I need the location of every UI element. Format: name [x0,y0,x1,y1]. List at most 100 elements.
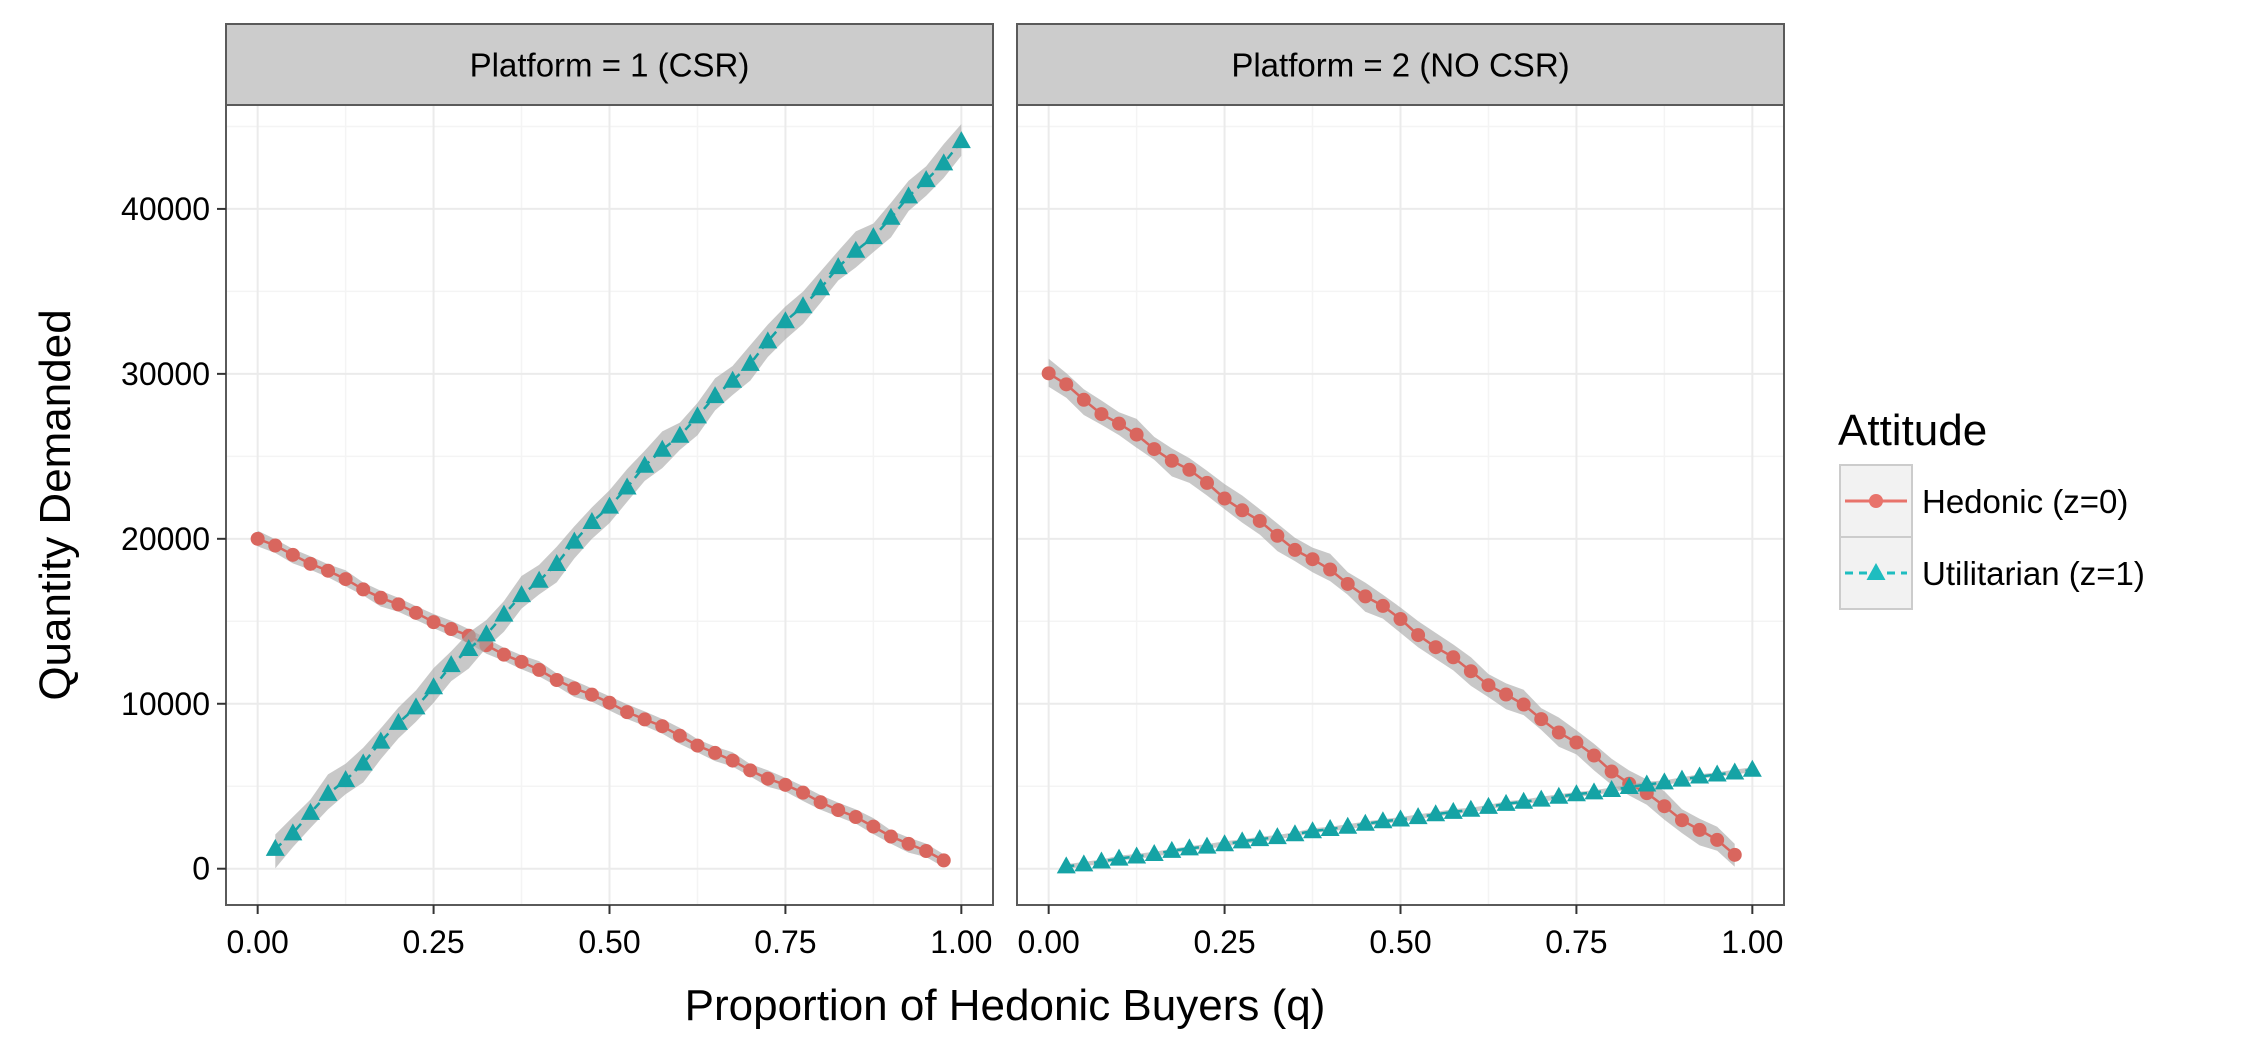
data-point-utilitarian [1162,840,1182,858]
data-point-utilitarian [1602,780,1622,798]
x-tick-label: 0.75 [754,924,816,960]
data-point-utilitarian [1373,811,1393,829]
data-point-hedonic [391,597,406,612]
strip-label: Platform = 1 (CSR) [470,47,750,84]
data-point-utilitarian [1584,782,1604,800]
data-point-utilitarian [1690,766,1710,784]
data-point-hedonic [285,547,300,562]
data-point-hedonic [743,763,758,778]
y-axis-title: Quantity Demanded [31,309,80,700]
data-point-utilitarian [916,170,936,188]
data-point-hedonic [1059,377,1074,392]
data-point-hedonic [584,687,599,702]
data-point-hedonic [444,622,459,637]
data-point-utilitarian [758,331,778,349]
data-point-utilitarian [1443,801,1463,819]
data-point-utilitarian [1074,854,1094,872]
data-point-utilitarian [1672,769,1692,787]
data-point-utilitarian [1197,836,1217,854]
data-point-hedonic [426,615,441,630]
data-point-hedonic [1129,427,1144,442]
data-point-hedonic [1481,678,1496,693]
x-tick-label: 1.00 [930,924,992,960]
y-tick-label: 10000 [121,686,210,722]
data-point-hedonic [1727,847,1742,862]
data-point-utilitarian [353,753,373,771]
data-point-utilitarian [1531,789,1551,807]
data-point-utilitarian [1637,774,1657,792]
data-point-utilitarian [1303,821,1323,839]
data-point-hedonic [567,681,582,696]
data-point-utilitarian [1109,848,1129,866]
data-point-utilitarian [811,278,831,296]
data-point-hedonic [1076,392,1091,407]
x-tick-label: 0.00 [227,924,289,960]
x-tick-label: 0.00 [1018,924,1080,960]
strip-background [1016,23,1785,106]
data-point-utilitarian [775,311,795,329]
data-point-utilitarian [1267,827,1287,845]
data-point-hedonic [1147,442,1162,457]
series-line-hedonic [257,537,945,862]
data-point-hedonic [760,771,775,786]
data-point-utilitarian [1338,816,1358,834]
data-point-hedonic [1446,650,1461,665]
data-point-hedonic [1094,407,1109,422]
data-point-utilitarian [1549,786,1569,804]
data-point-hedonic [1516,697,1531,712]
legend: Attitude Hedonic (z=0) Utilitarian (z=1) [1838,406,2145,610]
data-point-hedonic [1534,712,1549,727]
data-point-hedonic [1428,640,1443,655]
data-point-hedonic [1252,513,1267,528]
data-point-hedonic [532,662,547,677]
data-point-utilitarian [300,802,320,820]
data-point-utilitarian [547,554,567,572]
y-tick-label: 30000 [121,356,210,392]
data-point-hedonic [778,777,793,792]
data-point-utilitarian [459,638,479,656]
y-tick-label: 40000 [121,191,210,227]
data-point-hedonic [1323,562,1338,577]
data-point-utilitarian [652,439,672,457]
data-point-utilitarian [899,186,919,204]
panel-2: Platform = 2 (NO CSR) 0.00 0.25 0.50 0.75 1.0… [1016,23,1785,960]
data-point-hedonic [690,738,705,753]
data-point-hedonic [1657,799,1672,814]
data-point-hedonic [1199,475,1214,490]
data-point-utilitarian [1654,772,1674,790]
data-point-utilitarian [441,655,461,673]
data-point-hedonic [1287,542,1302,557]
data-point-utilitarian [846,240,866,258]
data-point-hedonic [408,605,423,620]
data-point-utilitarian [635,455,655,473]
data-point-hedonic [1551,725,1566,740]
strip-label: Platform = 2 (NO CSR) [1231,47,1569,84]
data-point-hedonic [848,810,863,825]
panel-1: Platform = 1 (CSR) 0.00 0.25 0.50 0.75 1.00 [225,23,994,960]
data-point-hedonic [1217,491,1232,506]
data-point-hedonic [514,654,529,669]
data-point-hedonic [1499,687,1514,702]
data-point-hedonic [1041,366,1056,381]
data-point-utilitarian [1179,838,1199,856]
data-point-utilitarian [1056,856,1076,874]
data-point-hedonic [637,712,652,727]
data-point-utilitarian [1215,834,1235,852]
data-point-hedonic [725,753,740,768]
data-point-utilitarian [1232,831,1252,849]
data-point-hedonic [602,695,617,710]
data-point-hedonic [1393,612,1408,627]
data-point-utilitarian [424,677,444,695]
data-point-utilitarian [705,386,725,404]
data-point-hedonic [496,647,511,662]
data-point-utilitarian [670,425,690,443]
legend-label: Hedonic (z=0) [1922,483,2128,520]
data-point-hedonic [620,705,635,720]
data-point-utilitarian [494,604,514,622]
data-point-utilitarian [1426,804,1446,822]
series-line-utilitarian [1066,768,1753,868]
data-point-utilitarian [1707,764,1727,782]
data-point-hedonic [1164,453,1179,468]
data-point-utilitarian [1127,846,1147,864]
